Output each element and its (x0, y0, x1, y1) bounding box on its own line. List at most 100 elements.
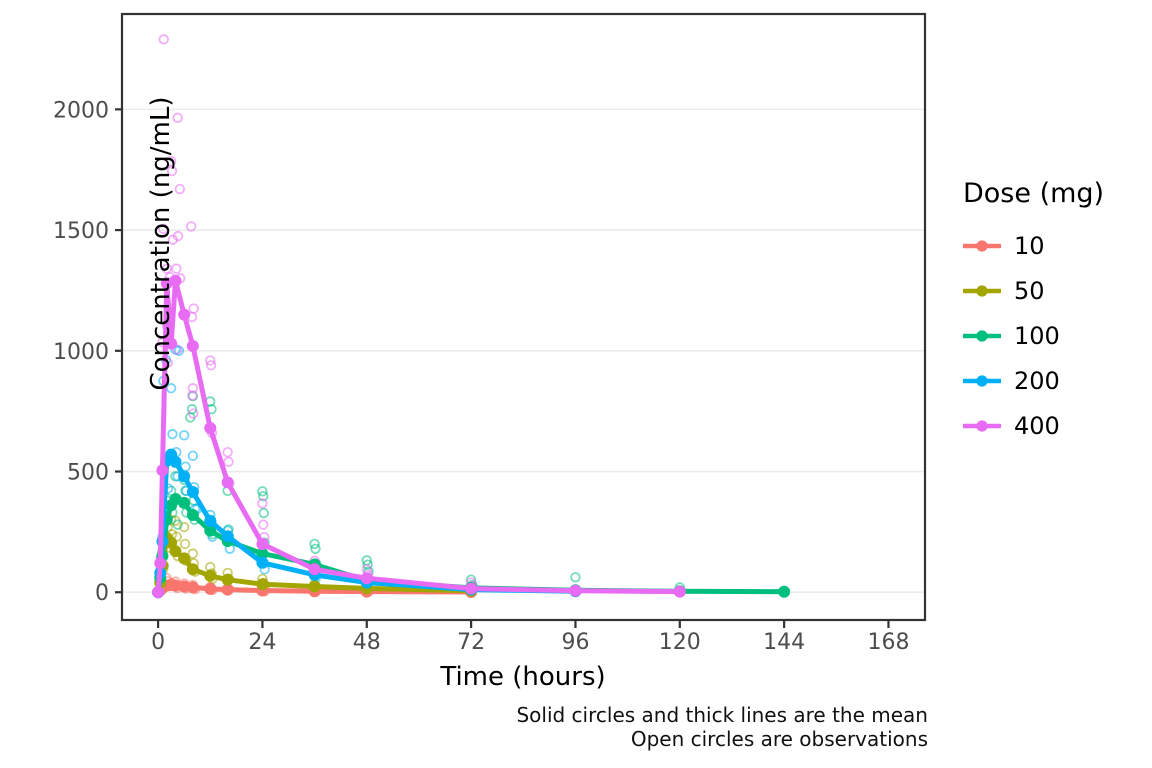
legend: Dose (mg) 10 50 100 200 400 (963, 178, 1104, 448)
mean-point-400 (256, 537, 269, 550)
obs-point-100 (172, 519, 183, 530)
obs-point-400 (171, 263, 182, 274)
obs-point-400 (172, 112, 183, 124)
mean-point-100 (256, 547, 269, 560)
x-tick-label-0: 0 (151, 630, 165, 655)
mean-point-10 (221, 583, 234, 596)
obs-point-200 (178, 430, 190, 441)
mean-point-200 (186, 486, 199, 499)
mean-point-400 (152, 586, 165, 599)
legend-title: Dose (mg) (963, 178, 1105, 209)
obs-point-400 (158, 223, 169, 235)
caption-line-2: Open circles are observations (630, 727, 928, 752)
y-axis-title: Concentration (ng/mL) (146, 96, 177, 391)
mean-point-100 (778, 585, 791, 598)
legend-key-line-dot-icon (963, 284, 1001, 297)
x-tick-label-168: 168 (867, 630, 909, 655)
mean-point-400 (221, 476, 234, 489)
mean-point-100 (186, 508, 199, 521)
mean-point-50 (204, 569, 217, 582)
mean-line-400 (155, 278, 683, 595)
obs-point-200 (187, 450, 199, 462)
obs-point-100 (309, 538, 320, 550)
mean-point-400 (169, 274, 182, 287)
mean-point-50 (186, 563, 199, 576)
mean-point-400 (156, 464, 169, 477)
legend-item-label: 400 (1014, 411, 1060, 440)
legend-item-label: 10 (1014, 231, 1045, 260)
x-tick-label-24: 24 (248, 630, 276, 655)
mean-point-100 (178, 496, 191, 509)
obs-point-50 (179, 538, 191, 550)
x-tick-label-144: 144 (763, 630, 805, 655)
mean-point-200 (256, 556, 269, 569)
caption-line-1: Solid circles and thick lines are the me… (516, 703, 928, 727)
mean-point-200 (178, 470, 191, 483)
obs-point-100 (258, 490, 269, 502)
mean-point-50 (256, 578, 269, 591)
obs-point-400 (172, 344, 183, 355)
obs-point-100 (362, 559, 373, 570)
mean-point-10 (186, 581, 199, 594)
obs-point-400 (205, 355, 216, 366)
mean-point-400 (186, 339, 199, 352)
obs-point-50 (178, 521, 190, 533)
y-tick-label-0: 0 (95, 581, 109, 606)
obs-point-400 (158, 34, 169, 45)
obs-point-400 (223, 456, 234, 468)
obs-point-400 (174, 183, 186, 195)
y-tick-label-2000: 2000 (53, 98, 109, 123)
x-tick-label-120: 120 (659, 630, 701, 655)
mean-point-50 (221, 573, 234, 586)
mean-point-10 (178, 580, 191, 593)
obs-point-400 (187, 390, 198, 401)
obs-point-50 (187, 548, 199, 559)
obs-point-400 (188, 408, 199, 419)
mean-point-400 (308, 563, 321, 576)
legend-key-line-dot-icon (963, 419, 1001, 432)
legend-key-line-dot-icon (963, 374, 1001, 387)
obs-point-200 (167, 428, 178, 440)
mean-point-400 (569, 584, 582, 597)
y-tick-label-1500: 1500 (53, 219, 109, 244)
mean-point-200 (204, 515, 217, 528)
legend-item-10: 10 (963, 223, 1104, 268)
mean-point-400 (178, 308, 191, 321)
mean-point-50 (308, 580, 321, 593)
mean-point-200 (221, 530, 234, 543)
x-tick-label-96: 96 (561, 630, 589, 655)
mean-point-400 (360, 572, 373, 585)
x-tick-label-48: 48 (353, 630, 381, 655)
caption: Solid circles and thick lines are the me… (516, 703, 928, 752)
legend-item-50: 50 (963, 268, 1104, 313)
legend-item-200: 200 (963, 358, 1104, 403)
legend-item-label: 200 (1014, 366, 1060, 395)
y-tick-label-1000: 1000 (53, 340, 109, 365)
mean-point-400 (154, 557, 167, 570)
obs-point-100 (258, 507, 269, 519)
mean-point-400 (204, 422, 217, 435)
obs-point-400 (165, 156, 177, 167)
mean-point-400 (465, 582, 478, 595)
obs-point-400 (185, 221, 197, 232)
x-axis-title: Time (hours) (440, 662, 606, 692)
legend-item-label: 50 (1014, 276, 1045, 305)
mean-point-50 (178, 552, 191, 565)
obs-point-100 (186, 404, 198, 415)
obs-point-400 (166, 165, 178, 177)
obs-point-100 (257, 486, 268, 497)
mean-point-100 (204, 524, 217, 537)
mean-point-10 (204, 582, 217, 595)
legend-key-line-dot-icon (963, 329, 1001, 342)
obs-point-400 (222, 447, 233, 458)
mean-point-400 (673, 585, 686, 598)
x-tick-label-72: 72 (457, 630, 485, 655)
y-tick-label-500: 500 (67, 461, 109, 486)
legend-item-label: 100 (1014, 321, 1060, 350)
obs-point-400 (187, 383, 199, 394)
mean-point-10 (169, 579, 182, 592)
obs-point-400 (205, 360, 217, 371)
obs-point-100 (570, 572, 581, 583)
